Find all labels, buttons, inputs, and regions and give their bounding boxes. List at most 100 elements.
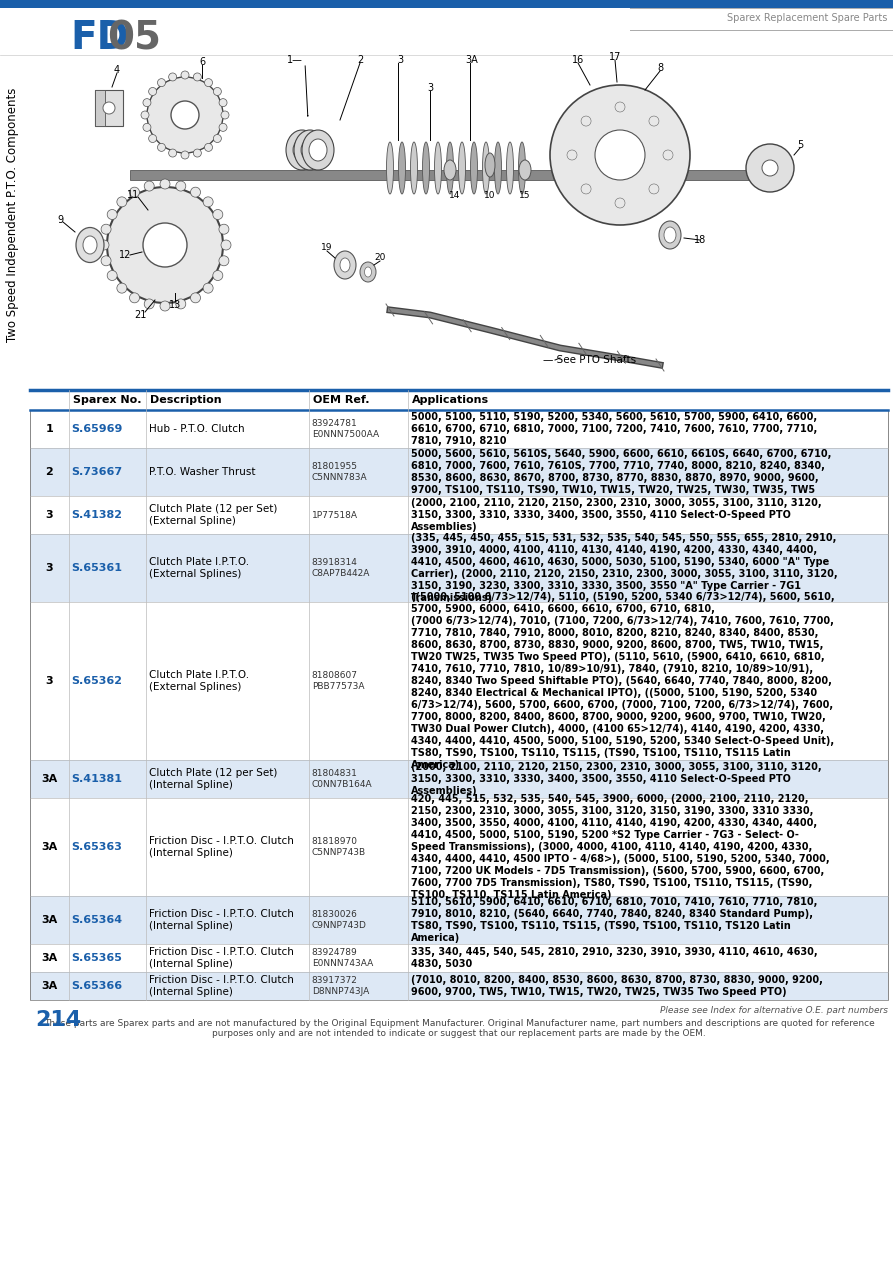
Circle shape: [160, 301, 170, 311]
Text: These parts are Sparex parts and are not manufactured by the Original Equipment : These parts are Sparex parts and are not…: [44, 1019, 874, 1038]
Circle shape: [143, 124, 151, 131]
Text: S.65361: S.65361: [71, 563, 122, 573]
Text: 335, 340, 445, 540, 545, 2810, 2910, 3230, 3910, 3930, 4110, 4610, 4630,
4830, 5: 335, 340, 445, 540, 545, 2810, 2910, 323…: [411, 947, 817, 969]
Text: 19: 19: [321, 244, 333, 253]
Bar: [95, 90, 123, 126]
Bar: [30, 448, 888, 496]
Text: Hub - P.T.O. Clutch: Hub - P.T.O. Clutch: [149, 424, 245, 434]
Circle shape: [219, 225, 229, 234]
Text: 3A: 3A: [465, 56, 479, 64]
Circle shape: [169, 73, 177, 81]
Ellipse shape: [364, 266, 371, 277]
Text: 1: 1: [46, 424, 54, 434]
Text: (7010, 8010, 8200, 8400, 8530, 8600, 8630, 8700, 8730, 8830, 9000, 9200,
9600, 9: (7010, 8010, 8200, 8400, 8530, 8600, 863…: [411, 975, 822, 997]
Text: 81808607
PBB77573A: 81808607 PBB77573A: [312, 671, 364, 691]
Text: 1P77518A: 1P77518A: [312, 510, 358, 519]
Circle shape: [148, 87, 156, 96]
Circle shape: [143, 99, 151, 106]
Ellipse shape: [387, 141, 394, 195]
Text: Sparex Replacement Spare Parts: Sparex Replacement Spare Parts: [727, 13, 887, 23]
Circle shape: [204, 78, 213, 87]
Circle shape: [762, 160, 778, 176]
Ellipse shape: [334, 251, 356, 279]
Text: 6: 6: [199, 57, 205, 67]
Text: 5: 5: [797, 140, 803, 150]
Circle shape: [101, 256, 111, 265]
Circle shape: [107, 210, 117, 220]
Text: Friction Disc - I.P.T.O. Clutch
(Internal Spline): Friction Disc - I.P.T.O. Clutch (Interna…: [149, 909, 294, 931]
Circle shape: [194, 149, 201, 157]
Circle shape: [190, 187, 201, 197]
Circle shape: [144, 299, 154, 309]
Ellipse shape: [664, 227, 676, 242]
Text: ((5000, 5100 6/73>12/74), 5110, (5190, 5200, 5340 6/73>12/74), 5600, 5610,
5700,: ((5000, 5100 6/73>12/74), 5110, (5190, 5…: [411, 592, 834, 770]
Text: 83917372
D8NNP743JA: 83917372 D8NNP743JA: [312, 976, 369, 995]
Text: 81830026
C9NNP743D: 81830026 C9NNP743D: [312, 911, 367, 930]
Text: 20: 20: [374, 254, 386, 263]
Bar: [30, 496, 888, 534]
Text: 3: 3: [46, 563, 53, 573]
Circle shape: [649, 116, 659, 126]
Bar: [95, 90, 105, 126]
Text: (335, 445, 450, 455, 515, 531, 532, 535, 540, 545, 550, 555, 655, 2810, 2910,
39: (335, 445, 450, 455, 515, 531, 532, 535,…: [411, 533, 837, 602]
Text: 5110, 5610, 5900, 6410, 6610, 6710, 6810, 7010, 7410, 7610, 7710, 7810,
7910, 80: 5110, 5610, 5900, 6410, 6610, 6710, 6810…: [411, 897, 817, 943]
Circle shape: [181, 152, 189, 159]
Circle shape: [595, 130, 645, 181]
Circle shape: [219, 124, 227, 131]
Text: S.41381: S.41381: [71, 774, 122, 784]
Text: 420, 445, 515, 532, 535, 540, 545, 3900, 6000, (2000, 2100, 2110, 2120,
2150, 23: 420, 445, 515, 532, 535, 540, 545, 3900,…: [411, 794, 829, 901]
Text: 3A: 3A: [41, 774, 57, 784]
Text: 14: 14: [449, 191, 461, 200]
Circle shape: [194, 73, 201, 81]
Ellipse shape: [485, 153, 495, 177]
Text: Two Speed Independent P.T.O. Components: Two Speed Independent P.T.O. Components: [6, 88, 20, 342]
Ellipse shape: [446, 141, 454, 195]
Circle shape: [213, 270, 223, 280]
Ellipse shape: [286, 130, 318, 171]
Text: 4: 4: [114, 64, 120, 75]
Ellipse shape: [506, 141, 513, 195]
Text: 81804831
C0NN7B164A: 81804831 C0NN7B164A: [312, 769, 372, 789]
Ellipse shape: [659, 221, 681, 249]
Bar: [130, 171, 750, 181]
Circle shape: [129, 293, 139, 303]
Circle shape: [190, 293, 201, 303]
Ellipse shape: [444, 160, 456, 181]
Text: 83918314
C8AP7B442A: 83918314 C8AP7B442A: [312, 558, 371, 578]
Bar: [30, 895, 888, 943]
Ellipse shape: [471, 141, 478, 195]
Text: 5000, 5600, 5610, 5610S, 5640, 5900, 6600, 6610, 6610S, 6640, 6700, 6710,
6810, : 5000, 5600, 5610, 5610S, 5640, 5900, 660…: [411, 450, 830, 495]
Text: 3: 3: [396, 56, 403, 64]
Circle shape: [169, 149, 177, 157]
Circle shape: [129, 187, 139, 197]
Text: S.65365: S.65365: [71, 954, 122, 962]
Circle shape: [581, 116, 591, 126]
Text: 3A: 3A: [41, 981, 57, 991]
Ellipse shape: [519, 141, 525, 195]
Text: 2: 2: [357, 56, 363, 64]
Text: (2000, 2100, 2110, 2120, 2150, 2300, 2310, 3000, 3055, 3100, 3110, 3120,
3150, 3: (2000, 2100, 2110, 2120, 2150, 2300, 231…: [411, 498, 822, 532]
Ellipse shape: [398, 141, 405, 195]
Text: 21: 21: [134, 309, 146, 320]
Circle shape: [176, 299, 186, 309]
Circle shape: [143, 224, 187, 266]
Circle shape: [103, 102, 115, 114]
Ellipse shape: [422, 141, 430, 195]
FancyArrowPatch shape: [305, 66, 308, 116]
Circle shape: [157, 144, 165, 152]
Bar: [30, 760, 888, 798]
Text: Description: Description: [150, 395, 221, 405]
Circle shape: [219, 256, 229, 265]
Ellipse shape: [83, 236, 97, 254]
Ellipse shape: [435, 141, 441, 195]
Circle shape: [204, 144, 213, 152]
Ellipse shape: [495, 141, 502, 195]
Text: 81801955
C5NNN783A: 81801955 C5NNN783A: [312, 462, 368, 482]
Circle shape: [550, 85, 690, 225]
Text: P.T.O. Washer Thrust: P.T.O. Washer Thrust: [149, 467, 255, 477]
Text: OEM Ref.: OEM Ref.: [313, 395, 370, 405]
Bar: [0, 0, 893, 8]
Circle shape: [144, 181, 154, 191]
Circle shape: [117, 283, 127, 293]
Text: 3A: 3A: [41, 954, 57, 962]
